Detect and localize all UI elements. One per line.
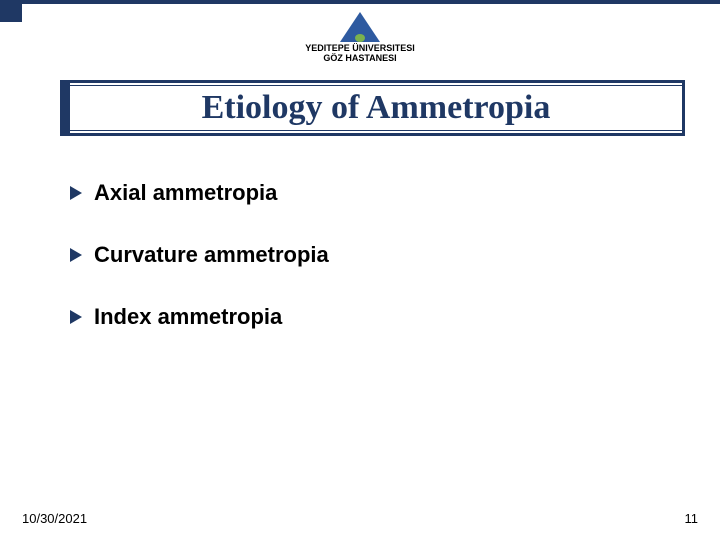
bullet-marker-icon [70, 248, 82, 262]
slide-body: Axial ammetropia Curvature ammetropia In… [70, 180, 670, 366]
logo-area: YEDITEPE ÜNIVERSITESI GÖZ HASTANESI [0, 12, 720, 64]
bullet-item: Curvature ammetropia [70, 242, 670, 268]
footer-date: 10/30/2021 [22, 511, 87, 526]
bullet-item: Axial ammetropia [70, 180, 670, 206]
bullet-text: Curvature ammetropia [94, 242, 329, 268]
top-border [0, 0, 720, 4]
logo-text-line2: GÖZ HASTANESI [0, 54, 720, 64]
logo-triangle-icon [340, 12, 380, 42]
footer-page-number: 11 [685, 511, 699, 526]
bullet-text: Axial ammetropia [94, 180, 277, 206]
bullet-marker-icon [70, 186, 82, 200]
slide: YEDITEPE ÜNIVERSITESI GÖZ HASTANESI Etio… [0, 0, 720, 540]
bullet-item: Index ammetropia [70, 304, 670, 330]
title-bar: Etiology of Ammetropia [60, 80, 685, 136]
slide-title: Etiology of Ammetropia [202, 89, 551, 127]
bullet-marker-icon [70, 310, 82, 324]
bullet-text: Index ammetropia [94, 304, 282, 330]
